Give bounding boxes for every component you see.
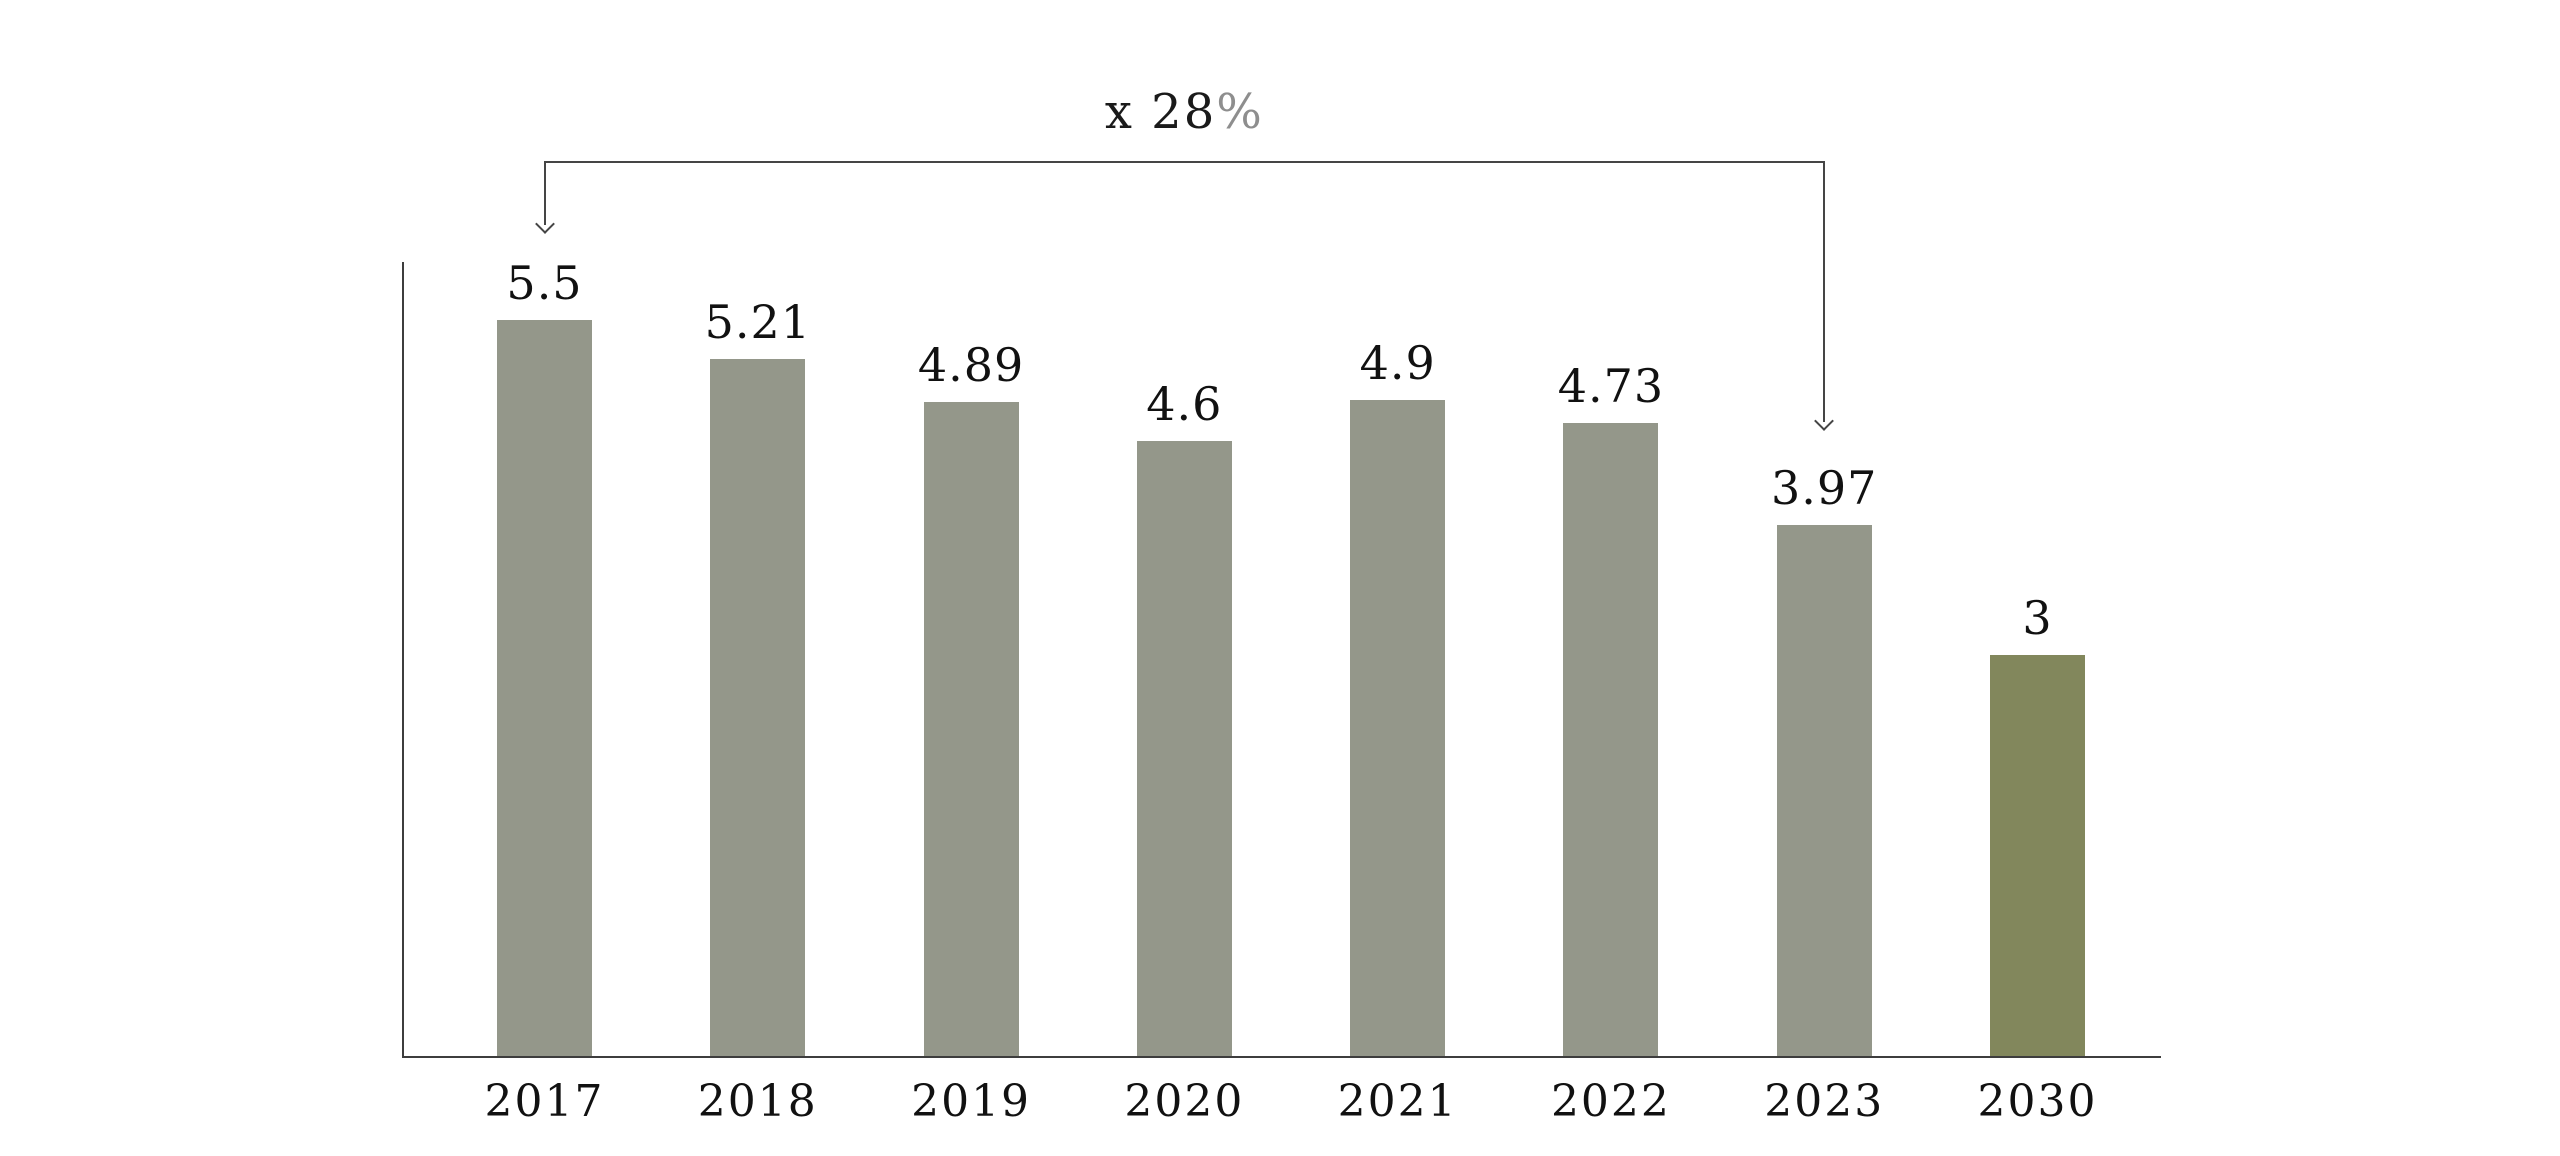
value-label-2020: 4.6 <box>1146 377 1223 431</box>
value-label-2030: 3 <box>2022 591 2053 645</box>
value-label-2017: 5.5 <box>506 256 583 310</box>
left-down-arrow-icon <box>534 214 555 234</box>
category-label-2030: 2030 <box>1977 1076 2098 1127</box>
category-label-2018: 2018 <box>697 1076 818 1127</box>
value-label-2021: 4.9 <box>1359 336 1436 390</box>
bar-2020 <box>1136 441 1232 1056</box>
bar-2019 <box>923 402 1019 1056</box>
category-label-2019: 2019 <box>911 1076 1032 1127</box>
category-label-2020: 2020 <box>1124 1076 1245 1127</box>
annotation-label: x 28% <box>934 88 1434 136</box>
category-label-2017: 2017 <box>484 1076 605 1127</box>
category-label-2021: 2021 <box>1337 1076 1458 1127</box>
category-label-2023: 2023 <box>1764 1076 1885 1127</box>
bar-2021 <box>1350 400 1446 1056</box>
annotation-text: x 28 <box>1104 84 1217 140</box>
category-label-2022: 2022 <box>1550 1076 1671 1127</box>
value-label-2018: 5.21 <box>704 295 811 349</box>
bar-2017 <box>497 320 592 1056</box>
value-label-2022: 4.73 <box>1557 359 1665 413</box>
bracket-right-drop-line <box>1823 161 1826 422</box>
y-axis <box>402 262 404 1057</box>
value-label-2023: 3.97 <box>1771 461 1878 515</box>
right-down-arrow-icon <box>1814 411 1835 431</box>
bar-2030 <box>1990 655 2086 1056</box>
bracket-horizontal-line <box>544 161 1825 163</box>
bar-2018 <box>710 359 806 1056</box>
bar-2022 <box>1563 423 1659 1056</box>
bar-2023 <box>1776 525 1872 1056</box>
value-label-2019: 4.89 <box>917 338 1025 392</box>
annotation-percent-sign: % <box>1216 84 1264 140</box>
x-axis <box>402 1056 2161 1058</box>
bracket-left-drop-line <box>543 161 546 225</box>
